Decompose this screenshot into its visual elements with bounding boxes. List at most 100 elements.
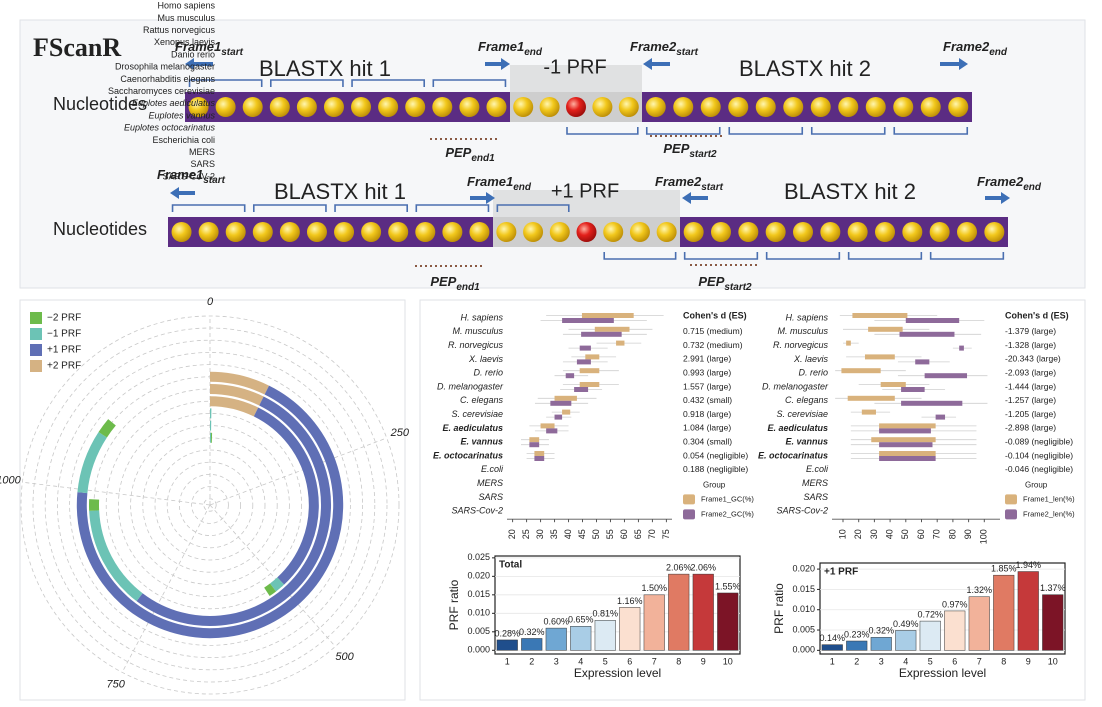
bar (570, 626, 592, 651)
legend-title: Group (703, 481, 726, 490)
x-tick-label: 50 (591, 529, 601, 539)
shift-label: -1 PRF (543, 56, 606, 78)
radial-bar (209, 396, 259, 417)
y-axis-title: PRF ratio (447, 579, 461, 630)
nucleotide (783, 97, 804, 117)
box (576, 359, 591, 365)
value-label: 1.32% (966, 585, 992, 595)
box (905, 318, 960, 323)
frame-arrow-head (185, 58, 194, 70)
legend-key (683, 509, 695, 520)
category-label: E.coli (481, 464, 504, 474)
category-label: M. musculus (452, 326, 503, 336)
category-label: Rattus norvegicus (143, 25, 216, 35)
x-tick-label: 9 (1026, 656, 1031, 666)
y-tick-label: 0.005 (467, 626, 490, 636)
label-main: PEP (445, 145, 471, 160)
nucleotide (875, 222, 895, 242)
box (550, 400, 572, 406)
chart-title: +1 PRF (824, 567, 858, 578)
radial-bar (89, 510, 143, 602)
category-label: X. laevis (793, 354, 829, 364)
value-label: 0.97% (942, 599, 968, 609)
x-tick-label: 5 (928, 656, 933, 666)
nucleotide (405, 97, 426, 117)
category-label: E. aediculatus (767, 423, 828, 433)
label-sub: start (221, 47, 243, 58)
nucleotide (432, 97, 453, 117)
annotation: -1.205 (large) (1005, 409, 1056, 419)
category-label: Caenorhabditis elegans (120, 74, 215, 84)
nucleotide (948, 97, 969, 117)
angle-grid-line (209, 504, 336, 647)
nucleotide (893, 97, 914, 117)
box (924, 373, 968, 379)
legend-label: +1 PRF (47, 345, 81, 356)
angle-grid-line (22, 481, 211, 506)
nucleotide (711, 222, 731, 242)
x-tick-label: 25 (521, 529, 531, 539)
nucleotide (171, 222, 192, 242)
box (594, 326, 630, 332)
category-label: Mus musculus (157, 13, 215, 23)
annotation: 0.054 (negligible) (683, 450, 748, 460)
category-label: H. sapiens (460, 312, 503, 322)
x-tick-label: 100 (979, 529, 989, 544)
nucleotide (603, 222, 624, 242)
category-label: SARS-Cov-2 (776, 506, 828, 516)
box (901, 400, 963, 406)
value-label: 0.49% (893, 619, 919, 629)
grid-circle (166, 461, 254, 549)
x-tick-label: 60 (916, 529, 926, 539)
category-label: MERS (477, 478, 503, 488)
legend-swatch (30, 328, 42, 340)
angle-tick-label: 500 (335, 651, 354, 663)
label-main: Frame1 (467, 174, 513, 189)
box (868, 326, 903, 332)
codon-bracket (351, 79, 426, 87)
box (616, 340, 625, 346)
x-tick-label: 75 (661, 529, 671, 539)
nucleotide (486, 97, 507, 117)
legend-swatch (30, 360, 42, 372)
radial-bar (209, 371, 270, 395)
x-tick-label: 40 (563, 529, 573, 539)
nucleotide (755, 97, 776, 117)
box (935, 414, 946, 420)
box (529, 437, 540, 443)
bar (692, 573, 714, 651)
sub-label: Frame1start (157, 167, 226, 185)
sub-label: PEPend1 (445, 145, 495, 163)
x-tick-label: 70 (932, 529, 942, 539)
annotation: -0.089 (negligible) (1005, 436, 1073, 446)
sub-label: Frame2end (977, 174, 1042, 192)
shift-label: +1 PRF (551, 180, 619, 202)
bar (1042, 594, 1064, 651)
nucleotide (929, 222, 950, 242)
y-tick-label: 0.020 (467, 571, 490, 581)
box (554, 414, 563, 420)
label-sub: start2 (689, 149, 717, 160)
box (879, 456, 936, 461)
legend-label: Frame1_len(%) (1023, 494, 1075, 503)
x-axis-title: Expression level (574, 666, 661, 680)
legend-swatch (30, 344, 42, 356)
category-label: E. vannus (785, 437, 828, 447)
nucleotide (252, 222, 273, 242)
nucleotide (957, 222, 977, 242)
frame-arrow-head (643, 58, 652, 70)
legend-key (1005, 509, 1017, 520)
value-label: 0.28% (494, 628, 520, 638)
box (565, 373, 575, 379)
sub-label: PEPstart2 (698, 274, 752, 292)
bar (545, 627, 567, 651)
x-tick-label: 5 (603, 656, 608, 666)
frame-arrow-head (682, 192, 691, 204)
hit-label: BLASTX hit 2 (784, 179, 916, 204)
category-label: MERS (802, 478, 828, 488)
x-tick-label: 3 (879, 656, 884, 666)
bar (968, 596, 990, 651)
legend-label: −1 PRF (47, 329, 81, 340)
label-main: PEP (663, 141, 689, 156)
